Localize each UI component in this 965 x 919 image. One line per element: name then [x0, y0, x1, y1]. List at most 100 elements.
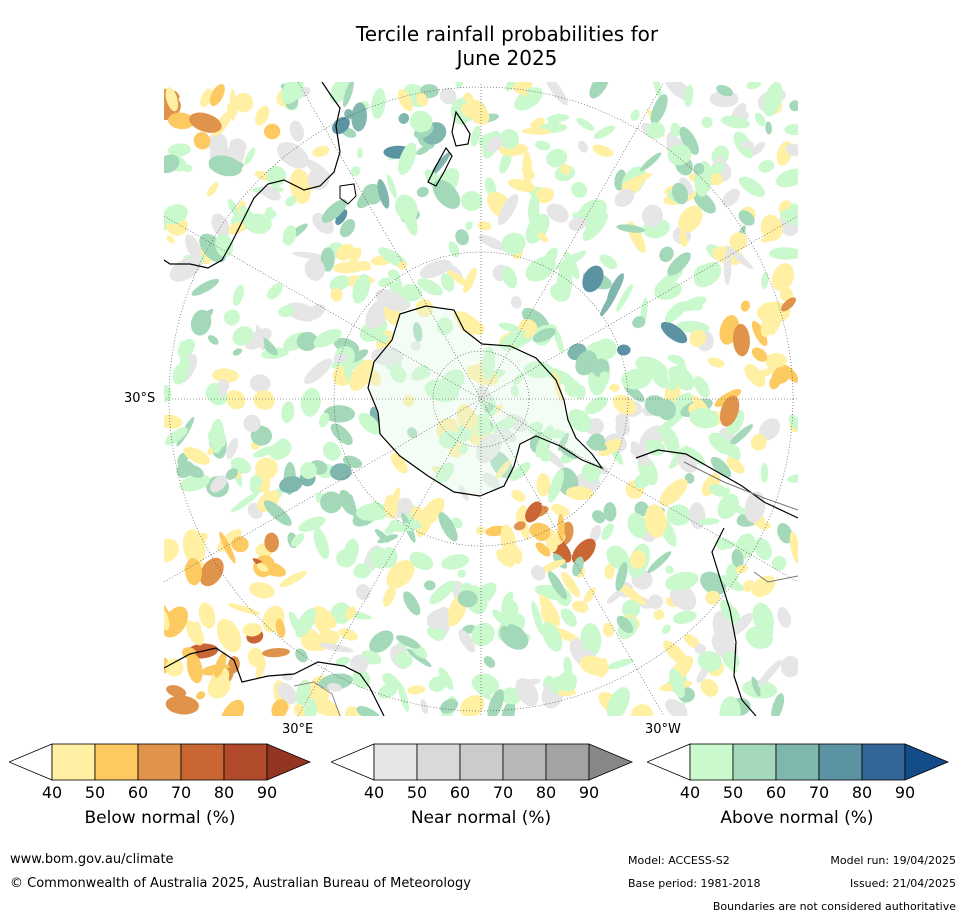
- probability-patch: [263, 123, 281, 140]
- probability-patch: [723, 249, 732, 285]
- probability-patch: [252, 445, 278, 458]
- probability-patch: [758, 418, 781, 441]
- probability-patch: [304, 257, 325, 281]
- probability-patch: [738, 210, 755, 226]
- probability-patch: [563, 251, 580, 280]
- probability-patch: [558, 446, 578, 460]
- probability-patch: [478, 235, 506, 251]
- probability-patch: [660, 321, 688, 344]
- probability-patch: [741, 140, 754, 149]
- probability-patch: [661, 624, 672, 634]
- probability-patch: [630, 522, 642, 536]
- footer-model-run: Model run: 19/04/2025: [830, 854, 956, 867]
- probability-patch: [521, 128, 552, 135]
- probability-patch: [621, 599, 641, 619]
- probability-patch: [740, 300, 751, 312]
- probability-patch: [353, 563, 372, 579]
- probability-patch: [651, 82, 662, 101]
- probability-patch: [349, 349, 369, 363]
- probability-patch: [705, 590, 721, 605]
- probability-patch: [167, 143, 191, 157]
- colorbar-tick-label: 60: [127, 783, 149, 802]
- probability-patch: [266, 165, 286, 187]
- probability-patch: [647, 551, 672, 574]
- probability-patch: [189, 112, 222, 133]
- probability-patch: [528, 194, 540, 226]
- probability-patch: [598, 438, 623, 457]
- probability-patch: [375, 289, 409, 312]
- colorbar-cell: [180, 743, 225, 781]
- probability-patch: [277, 682, 298, 705]
- probability-patch: [223, 309, 240, 326]
- probability-patch: [409, 551, 434, 570]
- probability-patch: [592, 144, 614, 157]
- probability-patch: [426, 609, 449, 630]
- probability-patch: [484, 403, 494, 413]
- probability-patch: [344, 109, 354, 120]
- probability-patch: [501, 599, 519, 619]
- probability-patch: [166, 685, 187, 698]
- probability-patch: [760, 214, 783, 241]
- probability-patch: [258, 561, 287, 577]
- probability-patch: [644, 395, 669, 417]
- probability-patch: [218, 385, 228, 397]
- probability-patch: [447, 270, 469, 287]
- probability-patch: [751, 347, 768, 362]
- probability-patch: [582, 212, 609, 241]
- probability-patch: [276, 141, 309, 169]
- probability-patch: [592, 510, 606, 524]
- map-title: Tercile rainfall probabilities for June …: [0, 22, 965, 70]
- probability-patch: [708, 432, 733, 455]
- probability-patch: [539, 594, 560, 627]
- africa-border: [293, 681, 341, 716]
- probability-patch: [732, 323, 750, 357]
- polar-map[interactable]: [164, 82, 798, 716]
- probability-patch: [511, 296, 522, 309]
- probability-patch: [333, 261, 366, 274]
- probability-patch: [606, 687, 630, 716]
- probability-patch: [370, 347, 404, 366]
- probability-patch: [735, 564, 749, 574]
- probability-patch: [720, 115, 750, 129]
- probability-patch: [641, 204, 663, 228]
- probability-patch: [457, 590, 478, 608]
- probability-patch: [560, 608, 577, 627]
- probability-patch: [601, 523, 614, 540]
- probability-patch: [777, 522, 793, 544]
- colorbar-below-normal: [9, 743, 311, 781]
- probability-patch: [390, 487, 401, 513]
- probability-patch: [398, 113, 410, 124]
- probability-patch: [665, 699, 688, 716]
- probability-patch: [438, 430, 459, 449]
- probability-patch: [679, 177, 693, 196]
- probability-patch: [771, 263, 795, 292]
- probability-patch: [515, 678, 539, 707]
- colorbar-tick-label: 80: [535, 783, 557, 802]
- probability-patch: [616, 224, 645, 233]
- probability-patch: [209, 83, 225, 107]
- probability-patch: [722, 487, 731, 497]
- probability-patch: [720, 499, 749, 516]
- probability-patch: [487, 689, 504, 716]
- probability-patch: [470, 125, 481, 147]
- probability-patch: [782, 365, 798, 383]
- probability-patch: [501, 232, 526, 255]
- probability-patch: [539, 449, 552, 462]
- footer-issued: Issued: 21/04/2025: [849, 877, 956, 890]
- probability-patch: [351, 102, 367, 132]
- australia-outline: [164, 82, 341, 269]
- probability-patch: [198, 602, 216, 629]
- probability-patch: [780, 655, 798, 678]
- probability-patch: [667, 252, 691, 276]
- probability-patch: [356, 706, 382, 716]
- probability-patch: [330, 423, 353, 445]
- probability-patch: [465, 221, 473, 231]
- probability-patch: [313, 527, 330, 560]
- probability-patch: [374, 529, 390, 543]
- probability-patch: [616, 615, 634, 634]
- colorbar-cell: [545, 743, 590, 781]
- probability-patch: [295, 679, 311, 707]
- footer-url[interactable]: www.bom.gov.au/climate: [10, 852, 174, 867]
- probability-patch: [482, 472, 500, 489]
- probability-patch: [666, 504, 691, 526]
